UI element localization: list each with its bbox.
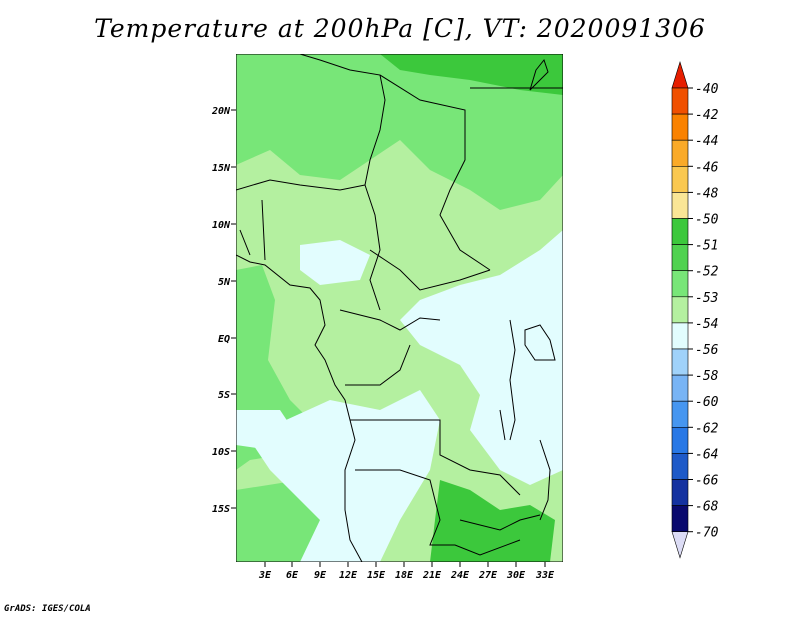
lon-label: 30E bbox=[506, 570, 526, 581]
lon-label: 3E bbox=[258, 570, 272, 581]
colorbar-label: -54 bbox=[695, 317, 718, 332]
grads-credit: GrADS: IGES/COLA bbox=[4, 604, 91, 614]
lon-label: 15E bbox=[367, 570, 386, 581]
colorbar-label: -60 bbox=[695, 395, 719, 410]
field-region-minus56-east bbox=[400, 230, 563, 485]
latitude-axis: 20N 15N 10N 5N EQ 5S 10S 15S bbox=[211, 106, 236, 515]
colorbar-label: -56 bbox=[695, 343, 719, 358]
colorbar-swatch bbox=[671, 296, 689, 324]
field-region-minus56-west bbox=[300, 240, 370, 285]
colorbar-label: -40 bbox=[695, 82, 719, 97]
colorbar-swatch bbox=[671, 348, 689, 376]
colorbar-swatch bbox=[671, 87, 689, 115]
colorbar-swatch bbox=[671, 400, 689, 428]
lat-label: 10S bbox=[212, 447, 230, 458]
lon-label: 9E bbox=[314, 570, 327, 581]
field-region-minus52-southeast bbox=[430, 480, 555, 562]
boundaries bbox=[236, 54, 563, 562]
colorbar-swatch bbox=[671, 244, 689, 272]
field-region-minus56-southwest bbox=[236, 410, 300, 450]
colorbar-label: -66 bbox=[695, 474, 719, 489]
lon-label: 27E bbox=[478, 570, 498, 581]
lat-label: EQ bbox=[218, 334, 230, 345]
colorbar-swatch bbox=[671, 113, 689, 141]
colorbar-label: -58 bbox=[695, 369, 719, 384]
colorbar-swatch bbox=[671, 505, 689, 533]
colorbar-swatch bbox=[671, 322, 689, 350]
colorbar-label: -50 bbox=[695, 213, 719, 228]
colorbar-label: -44 bbox=[695, 134, 718, 149]
lat-label: 15S bbox=[212, 504, 230, 515]
colorbar-top-arrow bbox=[671, 60, 689, 89]
lat-label: 10N bbox=[212, 220, 231, 231]
field-region-minus53-north bbox=[236, 54, 563, 210]
colorbar-swatch bbox=[671, 374, 689, 402]
colorbar-label: -42 bbox=[695, 108, 719, 123]
colorbar-label: -48 bbox=[695, 186, 719, 201]
field-region-minus52-north bbox=[380, 54, 563, 95]
lat-label: 5S bbox=[218, 390, 230, 401]
colorbar-label: -62 bbox=[695, 421, 719, 436]
colorbar-bottom-arrow bbox=[671, 531, 689, 559]
lon-label: 24E bbox=[450, 570, 470, 581]
colorbar-swatch bbox=[671, 479, 689, 506]
colorbar-label: -51 bbox=[695, 239, 718, 254]
colorbar-swatch bbox=[671, 139, 689, 167]
colorbar-label: -52 bbox=[695, 265, 719, 280]
lat-label: 15N bbox=[212, 163, 231, 174]
colorbar-swatch bbox=[671, 270, 689, 298]
colorbar-label: -70 bbox=[695, 526, 719, 541]
colorbar-swatch bbox=[671, 218, 689, 245]
colorbar: -40 -42 -44 -46 -48 -50 -51 -52 -53 -54 -56 -58 -60 -… bbox=[671, 60, 719, 559]
lat-label: 5N bbox=[218, 277, 231, 288]
lon-label: 33E bbox=[535, 570, 555, 581]
colorbar-label: -46 bbox=[695, 160, 719, 175]
longitude-axis: 3E 6E 9E 12E 15E 18E 21E 24E 27E 30E 33E bbox=[258, 562, 555, 581]
colorbar-swatch bbox=[671, 426, 689, 454]
lon-label: 18E bbox=[395, 570, 414, 581]
colorbar-swatch bbox=[671, 192, 689, 219]
map-title: Temperature at 200hPa [C], VT: 202009130… bbox=[94, 14, 706, 43]
lat-label: 20N bbox=[211, 106, 231, 117]
colorbar-swatch bbox=[671, 166, 689, 193]
lon-label: 6E bbox=[286, 570, 299, 581]
colorbar-swatch bbox=[671, 453, 689, 480]
colorbar-label: -64 bbox=[695, 447, 718, 462]
lon-label: 12E bbox=[339, 570, 358, 581]
colorbar-label: -68 bbox=[695, 500, 719, 515]
map-panel bbox=[236, 54, 563, 562]
lon-label: 21E bbox=[422, 570, 442, 581]
colorbar-label: -53 bbox=[695, 291, 718, 306]
